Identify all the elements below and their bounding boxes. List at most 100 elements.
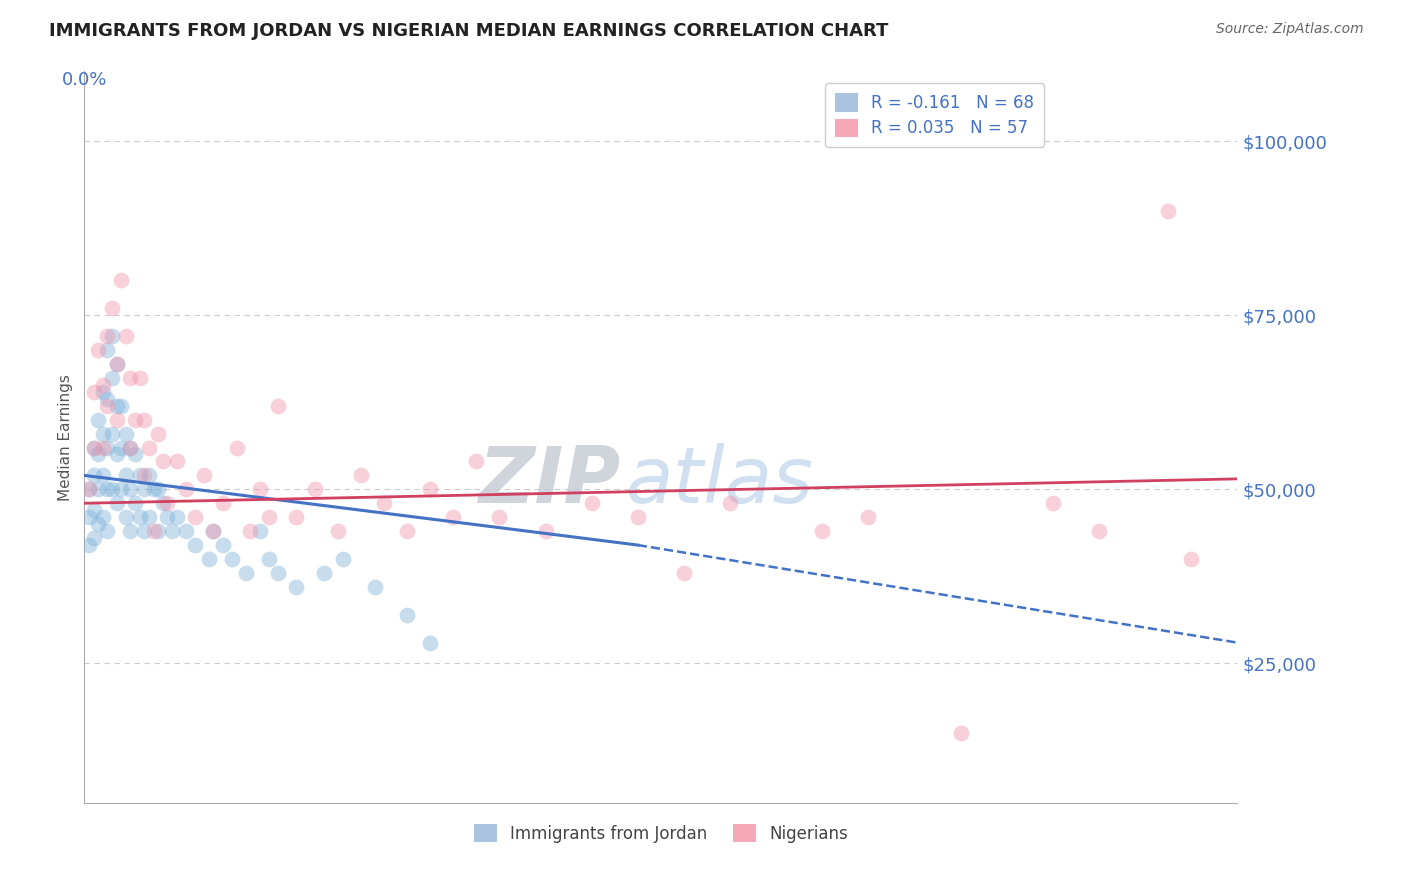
Point bbox=[249, 483, 271, 497]
Point bbox=[87, 483, 110, 497]
Point bbox=[101, 371, 124, 385]
Point bbox=[488, 510, 510, 524]
Point bbox=[949, 726, 972, 740]
Point bbox=[211, 496, 233, 510]
Point bbox=[124, 448, 146, 462]
Point bbox=[465, 454, 488, 468]
Point bbox=[419, 635, 441, 649]
Point bbox=[257, 510, 280, 524]
Point bbox=[128, 468, 150, 483]
Point bbox=[193, 468, 215, 483]
Point bbox=[146, 524, 169, 538]
Point bbox=[96, 399, 118, 413]
Point bbox=[142, 524, 165, 538]
Point bbox=[77, 510, 100, 524]
Point bbox=[87, 412, 110, 426]
Point bbox=[128, 371, 150, 385]
Point bbox=[202, 524, 225, 538]
Point bbox=[314, 566, 336, 580]
Point bbox=[87, 448, 110, 462]
Text: IMMIGRANTS FROM JORDAN VS NIGERIAN MEDIAN EARNINGS CORRELATION CHART: IMMIGRANTS FROM JORDAN VS NIGERIAN MEDIA… bbox=[49, 22, 889, 40]
Point bbox=[101, 483, 124, 497]
Point bbox=[115, 329, 138, 343]
Point bbox=[134, 483, 156, 497]
Point bbox=[1180, 552, 1202, 566]
Point bbox=[146, 426, 169, 441]
Point bbox=[138, 441, 160, 455]
Point bbox=[156, 496, 179, 510]
Point bbox=[105, 496, 128, 510]
Point bbox=[285, 580, 308, 594]
Text: atlas: atlas bbox=[626, 443, 814, 519]
Point bbox=[83, 441, 105, 455]
Point bbox=[858, 510, 880, 524]
Point bbox=[534, 524, 557, 538]
Point bbox=[419, 483, 441, 497]
Point bbox=[83, 441, 105, 455]
Point bbox=[110, 273, 132, 287]
Point bbox=[91, 468, 114, 483]
Point bbox=[120, 371, 142, 385]
Point bbox=[1088, 524, 1111, 538]
Point bbox=[134, 468, 156, 483]
Point bbox=[134, 524, 156, 538]
Point bbox=[326, 524, 349, 538]
Point bbox=[91, 510, 114, 524]
Point bbox=[332, 552, 354, 566]
Point bbox=[87, 343, 110, 357]
Point bbox=[124, 496, 146, 510]
Point bbox=[96, 392, 118, 406]
Point bbox=[627, 510, 650, 524]
Point bbox=[115, 426, 138, 441]
Point bbox=[373, 496, 395, 510]
Text: 0.0%: 0.0% bbox=[62, 71, 107, 89]
Point bbox=[77, 483, 100, 497]
Point bbox=[166, 510, 188, 524]
Point bbox=[304, 483, 326, 497]
Point bbox=[110, 441, 132, 455]
Point bbox=[120, 483, 142, 497]
Point bbox=[128, 510, 150, 524]
Point bbox=[235, 566, 257, 580]
Point bbox=[138, 510, 160, 524]
Point bbox=[267, 566, 290, 580]
Point bbox=[120, 441, 142, 455]
Point bbox=[91, 377, 114, 392]
Point bbox=[96, 524, 118, 538]
Point bbox=[221, 552, 243, 566]
Point bbox=[198, 552, 221, 566]
Point bbox=[1157, 203, 1180, 218]
Point bbox=[396, 607, 419, 622]
Point bbox=[239, 524, 262, 538]
Point bbox=[83, 531, 105, 545]
Point bbox=[77, 538, 100, 552]
Point bbox=[156, 510, 179, 524]
Point bbox=[138, 468, 160, 483]
Point bbox=[91, 441, 114, 455]
Legend: Immigrants from Jordan, Nigerians: Immigrants from Jordan, Nigerians bbox=[467, 817, 855, 849]
Point bbox=[105, 448, 128, 462]
Point bbox=[211, 538, 233, 552]
Point bbox=[672, 566, 695, 580]
Point bbox=[166, 454, 188, 468]
Point bbox=[1042, 496, 1064, 510]
Point bbox=[267, 399, 290, 413]
Point bbox=[83, 468, 105, 483]
Point bbox=[225, 441, 247, 455]
Point bbox=[184, 538, 207, 552]
Point bbox=[120, 441, 142, 455]
Point bbox=[96, 441, 118, 455]
Point bbox=[105, 399, 128, 413]
Point bbox=[152, 454, 174, 468]
Point bbox=[83, 384, 105, 399]
Point bbox=[77, 483, 100, 497]
Point bbox=[441, 510, 464, 524]
Point bbox=[105, 412, 128, 426]
Point bbox=[91, 426, 114, 441]
Point bbox=[115, 468, 138, 483]
Point bbox=[184, 510, 207, 524]
Point bbox=[581, 496, 603, 510]
Y-axis label: Median Earnings: Median Earnings bbox=[58, 374, 73, 500]
Point bbox=[101, 426, 124, 441]
Point bbox=[142, 483, 165, 497]
